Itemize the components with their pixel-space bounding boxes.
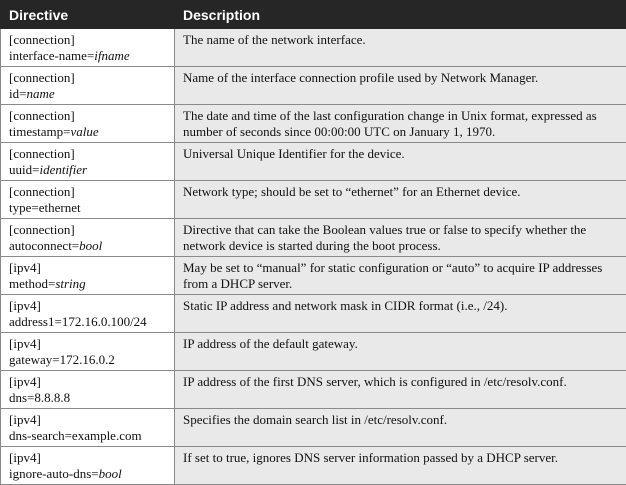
directive-line: dns-search=example.com [9,428,142,443]
directive-key: ignore-auto-dns= [9,466,99,481]
directive-cell: [connection]autoconnect=bool [1,219,175,257]
directive-line: ignore-auto-dns=bool [9,466,122,481]
directive-section: [ipv4] [9,412,166,428]
directive-line: timestamp=value [9,124,99,139]
directive-key: timestamp= [9,124,71,139]
description-cell: Specifies the domain search list in /etc… [175,409,626,447]
directive-line: method=string [9,276,86,291]
directive-line: address1=172.16.0.100/24 [9,314,147,329]
directive-cell: [ipv4]ignore-auto-dns=bool [1,447,175,485]
description-cell: Name of the interface connection profile… [175,67,626,105]
directive-section: [connection] [9,108,166,124]
directive-section: [ipv4] [9,298,166,314]
description-cell: May be set to “manual” for static config… [175,257,626,295]
directive-value: ifname [94,48,129,63]
directive-key: type=ethernet [9,200,81,215]
directive-section: [connection] [9,70,166,86]
directive-value: identifier [39,162,87,177]
directive-key: interface-name= [9,48,94,63]
directive-cell: [ipv4]address1=172.16.0.100/24 [1,295,175,333]
description-cell: The name of the network interface. [175,29,626,67]
directive-line: id=name [9,86,55,101]
description-cell: If set to true, ignores DNS server infor… [175,447,626,485]
directive-line: uuid=identifier [9,162,87,177]
directive-value: name [26,86,54,101]
table-header: Directive Description [1,1,626,29]
directive-line: interface-name=ifname [9,48,130,63]
directive-key: method= [9,276,55,291]
directive-line: autoconnect=bool [9,238,102,253]
directive-key: id= [9,86,26,101]
directive-key: dns-search=example.com [9,428,142,443]
description-cell: The date and time of the last configurat… [175,105,626,143]
header-directive: Directive [1,1,175,29]
directive-key: address1=172.16.0.100/24 [9,314,147,329]
directive-cell: [connection]type=ethernet [1,181,175,219]
directive-cell: [ipv4]dns=8.8.8.8 [1,371,175,409]
description-cell: Universal Unique Identifier for the devi… [175,143,626,181]
directive-section: [connection] [9,222,166,238]
directive-key: gateway=172.16.0.2 [9,352,115,367]
description-cell: IP address of the first DNS server, whic… [175,371,626,409]
description-cell: Network type; should be set to “ethernet… [175,181,626,219]
directive-section: [connection] [9,184,166,200]
directive-value: bool [99,466,122,481]
directive-key: uuid= [9,162,39,177]
directive-line: gateway=172.16.0.2 [9,352,115,367]
header-description: Description [175,1,626,29]
directive-value: string [55,276,85,291]
directive-section: [ipv4] [9,450,166,466]
description-cell: Static IP address and network mask in CI… [175,295,626,333]
directive-cell: [ipv4]method=string [1,257,175,295]
directive-cell: [ipv4]gateway=172.16.0.2 [1,333,175,371]
description-cell: IP address of the default gateway. [175,333,626,371]
directive-section: [ipv4] [9,374,166,390]
directive-cell: [ipv4]dns-search=example.com [1,409,175,447]
description-cell: Directive that can take the Boolean valu… [175,219,626,257]
directive-cell: [connection]uuid=identifier [1,143,175,181]
directive-line: dns=8.8.8.8 [9,390,70,405]
directive-key: dns=8.8.8.8 [9,390,70,405]
directive-cell: [connection]timestamp=value [1,105,175,143]
directive-line: type=ethernet [9,200,81,215]
header-row: Directive Description [1,1,626,29]
directive-cell: [connection]interface-name=ifname [1,29,175,67]
directive-section: [connection] [9,146,166,162]
directive-value: value [71,124,99,139]
directive-value: bool [79,238,102,253]
directive-section: [connection] [9,32,166,48]
directive-section: [ipv4] [9,336,166,352]
directive-key: autoconnect= [9,238,79,253]
directive-section: [ipv4] [9,260,166,276]
directive-cell: [connection]id=name [1,67,175,105]
